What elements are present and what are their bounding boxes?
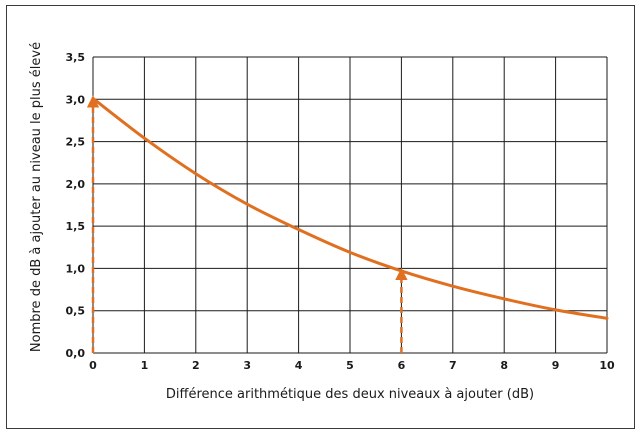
- y-tick-label: 0,0: [66, 347, 86, 360]
- x-tick-label: 4: [295, 359, 303, 372]
- annotations: [86, 95, 408, 353]
- grid: [92, 56, 608, 354]
- x-tick-label: 10: [599, 359, 615, 372]
- series: [91, 96, 609, 320]
- x-tick-label: 8: [500, 359, 508, 372]
- y-tick-label: 0,5: [66, 305, 86, 318]
- x-tick-label: 5: [346, 359, 354, 372]
- x-tick-label: 0: [89, 359, 97, 372]
- chart-frame: [6, 5, 635, 429]
- x-tick-label: 9: [552, 359, 560, 372]
- y-tick-label: 1,0: [66, 262, 86, 275]
- x-tick-label: 7: [449, 359, 457, 372]
- x-tick-label: 3: [243, 359, 251, 372]
- x-tick-label: 1: [141, 359, 149, 372]
- y-tick-label: 2,0: [66, 178, 86, 191]
- x-tick-label: 2: [192, 359, 200, 372]
- y-tick-label: 3,0: [66, 93, 86, 106]
- y-axis-label: Nombre de dB à ajouter au niveau le plus…: [29, 42, 44, 352]
- x-axis-ticks: 0 1 2 3 4 5 6 7 8 9 10: [89, 359, 615, 372]
- x-tick-label: 6: [398, 359, 406, 372]
- y-axis-ticks: 0,0 0,5 1,0 1,5 2,0 2,5 3,0 3,5: [66, 51, 86, 360]
- y-tick-label: 1,5: [66, 220, 86, 233]
- y-tick-label: 2,5: [66, 136, 86, 149]
- x-axis-label: Différence arithmétique des deux niveaux…: [166, 387, 534, 402]
- series-line: [91, 96, 609, 320]
- y-tick-label: 3,5: [66, 51, 86, 64]
